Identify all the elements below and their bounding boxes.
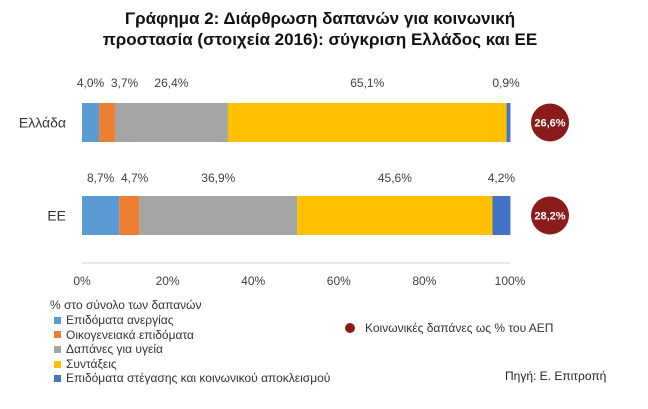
legend-label: Οικογενειακά επιδόματα xyxy=(66,327,194,342)
data-label: 65,1% xyxy=(350,76,384,90)
legend-item: Επιδόματα στέγασης και κοινωνικού αποκλε… xyxy=(54,371,330,386)
data-label: 0,9% xyxy=(492,76,520,90)
bars-layer xyxy=(82,103,511,235)
legend-item: Οικογενειακά επιδόματα xyxy=(54,328,330,343)
data-label: 4,7% xyxy=(121,171,149,185)
legend-swatch xyxy=(54,331,61,339)
bar-segment xyxy=(506,103,511,142)
category-label: ΕΕ xyxy=(47,208,66,224)
legend-label: Επιδόματα ανεργίας xyxy=(66,313,174,327)
category-labels: Ελλάδα ΕΕ xyxy=(19,115,66,224)
gdp-markers: 26,6% 28,2% xyxy=(531,103,569,235)
bar-segment xyxy=(82,103,100,142)
gdp-marker-label: 28,2% xyxy=(534,211,565,223)
data-label: 45,6% xyxy=(378,171,412,185)
source-note: Πηγή: Ε. Επιτροπή xyxy=(505,369,607,383)
gdp-legend-marker xyxy=(345,323,355,333)
data-label: 26,4% xyxy=(154,76,188,90)
data-label: 4,2% xyxy=(488,171,516,185)
bar-segment xyxy=(119,196,140,235)
legend-swatch xyxy=(54,360,61,368)
legend-label: Συντάξεις xyxy=(66,356,117,371)
data-label: 36,9% xyxy=(201,171,235,185)
chart-title-line-2: προστασία (στοιχεία 2016): σύγκριση Ελλά… xyxy=(102,30,538,49)
bar-segment xyxy=(82,196,120,235)
legend: Επιδόματα ανεργίας Οικογενειακά επιδόματα… xyxy=(54,313,330,386)
legend-label: Επιδόματα στέγασης και κοινωνικού αποκλε… xyxy=(66,371,331,386)
chart-title-line-1: Γράφημα 2: Διάρθρωση δαπανών για κοινωνι… xyxy=(124,9,516,28)
gdp-marker xyxy=(531,103,569,142)
x-tick-label: 60% xyxy=(327,274,351,288)
x-axis: 0% 20% 40% 60% 80% 100% xyxy=(73,262,526,288)
x-tick-label: 80% xyxy=(412,274,436,288)
gdp-marker xyxy=(531,196,569,235)
legend-swatch xyxy=(54,316,61,324)
data-label: 4,0% xyxy=(77,76,105,90)
bar-segment xyxy=(139,196,298,235)
bar-segment xyxy=(227,103,507,142)
bar-segment xyxy=(297,196,493,235)
gdp-legend: Κοινωνικές δαπάνες ως % του ΑΕΠ xyxy=(345,321,553,335)
data-labels: 4,0% 3,7% 26,4% 65,1% 0,9% 8,7% 4,7% 36,9% 45,6%… xyxy=(77,76,520,185)
category-label: Ελλάδα xyxy=(19,115,66,131)
legend-item: Συντάξεις xyxy=(54,357,330,372)
data-label: 8,7% xyxy=(87,171,115,185)
x-tick-label: 20% xyxy=(156,274,180,288)
legend-item: Επιδόματα ανεργίας xyxy=(54,313,330,328)
legend-item: Δαπάνες για υγεία xyxy=(54,342,330,357)
legend-label: Δαπάνες για υγεία xyxy=(66,342,163,357)
x-tick-label: 100% xyxy=(495,274,526,288)
chart-title: Γράφημα 2: Διάρθρωση δαπανών για κοινωνι… xyxy=(60,8,580,50)
gdp-legend-label: Κοινωνικές δαπάνες ως % του ΑΕΠ xyxy=(365,321,554,335)
bar-segment xyxy=(492,196,511,235)
bar-segment xyxy=(114,103,228,142)
legend-swatch xyxy=(54,345,61,353)
legend-title: % στο σύνολο των δαπανών xyxy=(50,298,202,312)
bar-segment xyxy=(99,103,115,142)
legend-swatch xyxy=(54,375,61,383)
x-tick-label: 40% xyxy=(241,274,265,288)
x-tick-label: 0% xyxy=(73,274,91,288)
data-label: 3,7% xyxy=(111,76,139,90)
gdp-marker-label: 26,6% xyxy=(534,118,565,130)
